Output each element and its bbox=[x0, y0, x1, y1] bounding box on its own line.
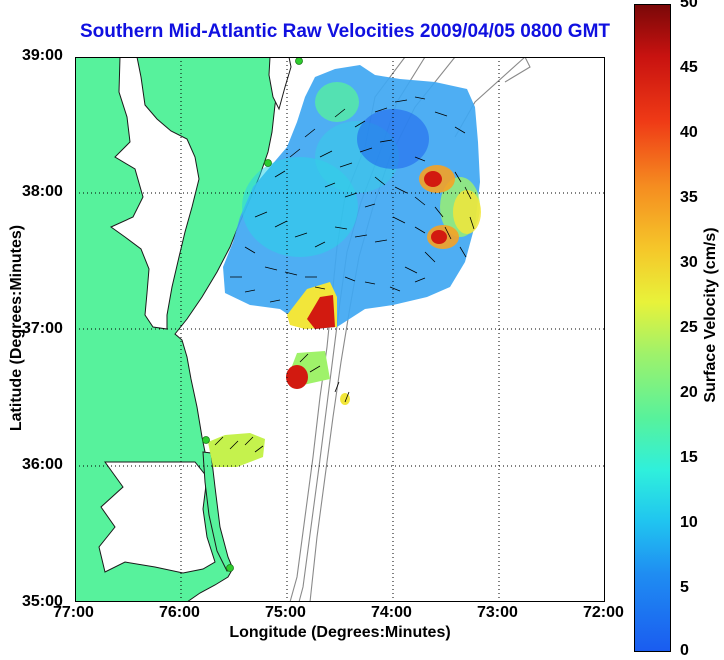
colorbar-tick-label: 40 bbox=[680, 124, 698, 141]
velocity-patch-mid-red bbox=[286, 365, 308, 389]
plot-frame bbox=[75, 57, 605, 602]
y-tick-label: 38:00 bbox=[22, 183, 63, 200]
velocity-zone-yellow-east bbox=[453, 190, 481, 234]
velocity-zone-red-a bbox=[424, 171, 442, 187]
velocity-zone-mouth-red bbox=[307, 295, 335, 329]
map-plot-area bbox=[75, 57, 605, 602]
colorbar-tick-label: 30 bbox=[680, 254, 698, 271]
velocity-zone-deepblue bbox=[357, 109, 429, 169]
graticule bbox=[75, 57, 605, 602]
colorbar-label: Surface Velocity (cm/s) bbox=[702, 227, 719, 403]
velocity-field bbox=[208, 65, 481, 467]
velocity-vectors bbox=[214, 96, 475, 453]
colorbar-tick-label: 20 bbox=[680, 384, 698, 401]
colorbar-tick-label: 0 bbox=[680, 642, 689, 659]
velocity-zone-green-north bbox=[315, 82, 359, 122]
y-tick-label: 35:00 bbox=[22, 593, 63, 610]
colorbar bbox=[634, 4, 671, 652]
map-title: Southern Mid-Atlantic Raw Velocities 200… bbox=[79, 21, 611, 42]
colorbar-tick-label: 35 bbox=[680, 189, 698, 206]
y-tick-label: 39:00 bbox=[22, 47, 63, 64]
velocity-patch-south bbox=[208, 433, 265, 467]
colorbar-tick-label: 45 bbox=[680, 59, 698, 76]
radar-station bbox=[202, 436, 210, 444]
colorbar-gradient bbox=[634, 4, 671, 652]
x-axis-label: Longitude (Degrees:Minutes) bbox=[229, 624, 451, 641]
velocity-patch-mid-small bbox=[340, 393, 350, 405]
radar-station bbox=[295, 57, 303, 65]
radar-station bbox=[226, 564, 234, 572]
y-tick-label: 36:00 bbox=[22, 456, 63, 473]
radar-station bbox=[264, 159, 272, 167]
x-tick-label: 72:00 bbox=[583, 604, 624, 621]
pamlico-albemarle-sounds bbox=[98, 461, 216, 574]
delaware-bay bbox=[268, 57, 292, 111]
colorbar-tick-label: 10 bbox=[680, 514, 698, 531]
radar-stations bbox=[202, 57, 303, 572]
x-tick-label: 76:00 bbox=[159, 604, 200, 621]
colorbar-tick-label: 25 bbox=[680, 319, 698, 336]
x-tick-label: 75:00 bbox=[265, 604, 306, 621]
y-axis-label: Latitude (Degrees:Minutes) bbox=[8, 224, 25, 432]
colorbar-tick-label: 15 bbox=[680, 449, 698, 466]
colorbar-tick-label: 5 bbox=[680, 579, 689, 596]
x-tick-label: 73:00 bbox=[477, 604, 518, 621]
x-tick-label: 74:00 bbox=[371, 604, 412, 621]
x-tick-label: 77:00 bbox=[53, 604, 94, 621]
y-tick-label: 37:00 bbox=[22, 320, 63, 337]
colorbar-tick-label: 50 bbox=[680, 0, 698, 11]
velocity-zone-red-b bbox=[431, 230, 447, 244]
